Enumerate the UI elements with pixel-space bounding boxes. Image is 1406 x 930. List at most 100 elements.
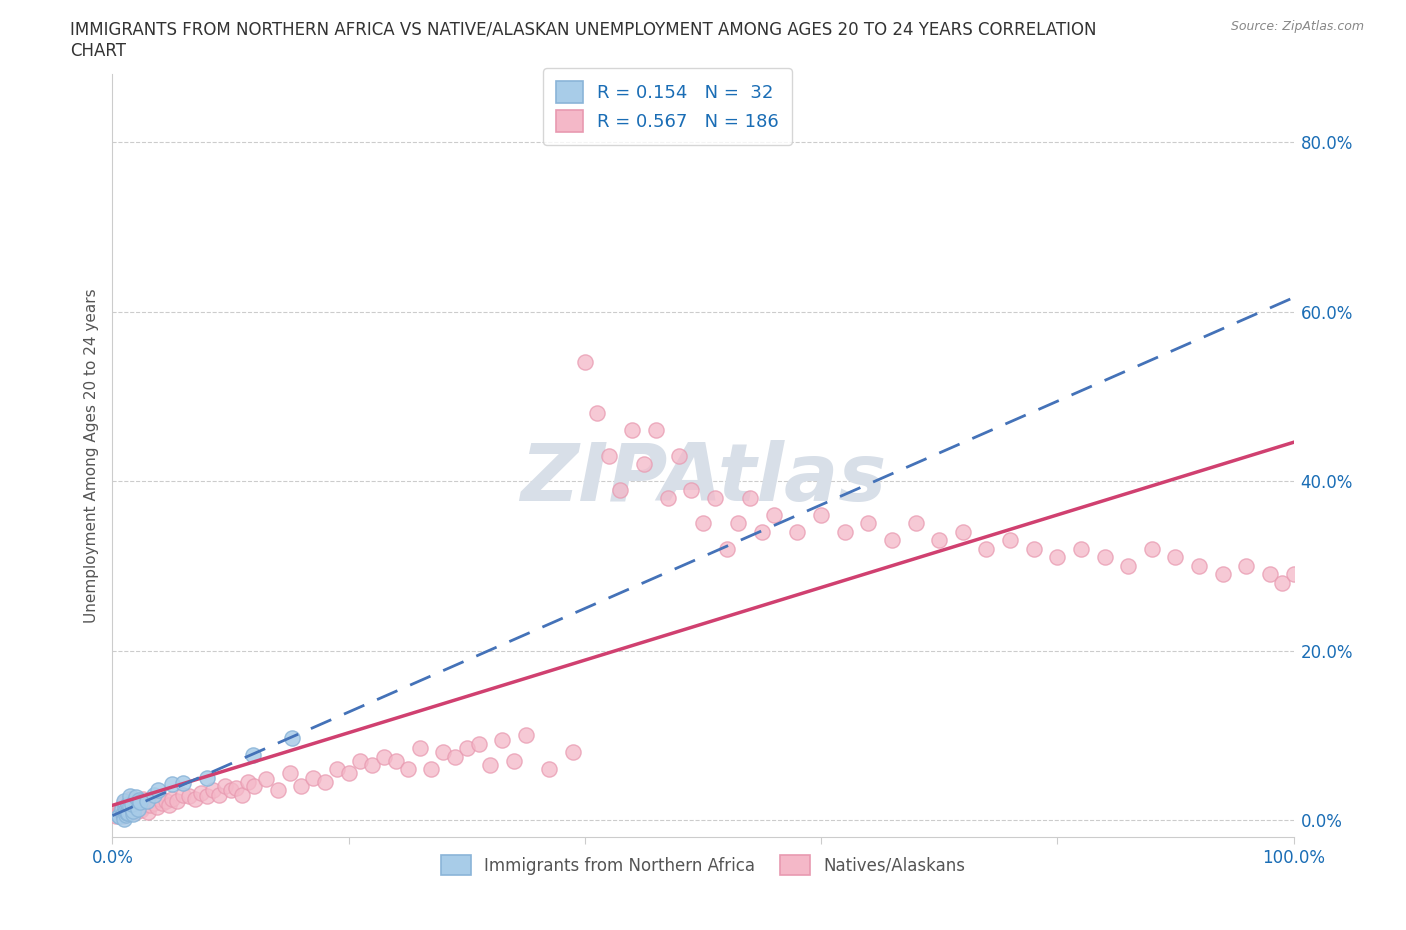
Point — [128, 793, 150, 808]
Point — [125, 790, 148, 804]
Text: CHART: CHART — [70, 42, 127, 60]
Point — [928, 533, 950, 548]
Point — [1271, 576, 1294, 591]
Point — [225, 780, 247, 795]
Point — [115, 800, 138, 815]
Point — [122, 800, 145, 815]
Point — [326, 762, 349, 777]
Point — [1188, 558, 1211, 573]
Point — [668, 448, 690, 463]
Point — [129, 803, 152, 817]
Point — [703, 491, 725, 506]
Point — [166, 794, 188, 809]
Point — [503, 753, 526, 768]
Point — [314, 775, 336, 790]
Point — [179, 789, 201, 804]
Point — [112, 812, 135, 827]
Point — [117, 806, 139, 821]
Point — [148, 782, 170, 797]
Point — [1116, 558, 1139, 573]
Point — [214, 778, 236, 793]
Point — [880, 533, 903, 548]
Point — [117, 797, 139, 812]
Point — [108, 804, 131, 819]
Point — [585, 405, 607, 420]
Point — [479, 758, 502, 773]
Point — [904, 516, 927, 531]
Point — [111, 807, 134, 822]
Point — [112, 805, 135, 820]
Point — [112, 796, 135, 811]
Point — [574, 355, 596, 370]
Point — [157, 797, 180, 812]
Point — [762, 508, 785, 523]
Text: IMMIGRANTS FROM NORTHERN AFRICA VS NATIVE/ALASKAN UNEMPLOYMENT AMONG AGES 20 TO : IMMIGRANTS FROM NORTHERN AFRICA VS NATIV… — [70, 20, 1097, 38]
Point — [538, 762, 561, 777]
Point — [810, 508, 832, 523]
Point — [142, 796, 165, 811]
Point — [108, 808, 131, 823]
Point — [108, 808, 131, 823]
Point — [121, 797, 143, 812]
Point — [657, 491, 679, 506]
Point — [349, 753, 371, 768]
Point — [219, 783, 242, 798]
Point — [195, 771, 218, 786]
Point — [231, 787, 253, 802]
Point — [131, 800, 153, 815]
Point — [132, 791, 155, 806]
Point — [115, 807, 138, 822]
Point — [254, 772, 277, 787]
Point — [146, 800, 169, 815]
Point — [408, 740, 430, 755]
Text: ZIPAtlas: ZIPAtlas — [520, 440, 886, 518]
Text: Source: ZipAtlas.com: Source: ZipAtlas.com — [1230, 20, 1364, 33]
Point — [432, 745, 454, 760]
Point — [609, 482, 631, 497]
Point — [105, 808, 128, 823]
Point — [290, 778, 312, 793]
Point — [112, 794, 135, 809]
Point — [149, 791, 172, 806]
Point — [692, 516, 714, 531]
Point — [515, 728, 537, 743]
Point — [751, 525, 773, 539]
Point — [727, 516, 749, 531]
Point — [621, 423, 644, 438]
Point — [456, 740, 478, 755]
Point — [1282, 567, 1305, 582]
Point — [242, 748, 264, 763]
Point — [172, 787, 194, 802]
Point — [117, 805, 139, 820]
Point — [858, 516, 880, 531]
Point — [238, 775, 260, 790]
Point — [281, 731, 304, 746]
Point — [361, 758, 384, 773]
Point — [644, 423, 666, 438]
Point — [491, 732, 513, 747]
Point — [786, 525, 808, 539]
Point — [633, 457, 655, 472]
Point — [112, 808, 135, 823]
Point — [195, 789, 218, 804]
Point — [1022, 541, 1045, 556]
Point — [120, 791, 142, 806]
Point — [136, 793, 159, 808]
Point — [267, 783, 290, 798]
Point — [834, 525, 856, 539]
Point — [952, 525, 974, 539]
Point — [160, 791, 183, 806]
Point — [129, 795, 152, 810]
Point — [976, 541, 998, 556]
Point — [120, 804, 142, 819]
Point — [117, 804, 139, 819]
Point — [740, 491, 762, 506]
Point — [112, 804, 135, 819]
Point — [172, 776, 194, 790]
Point — [190, 786, 212, 801]
Point — [302, 770, 325, 785]
Point — [120, 799, 142, 814]
Point — [1234, 558, 1257, 573]
Point — [136, 804, 159, 819]
Point — [1212, 567, 1234, 582]
